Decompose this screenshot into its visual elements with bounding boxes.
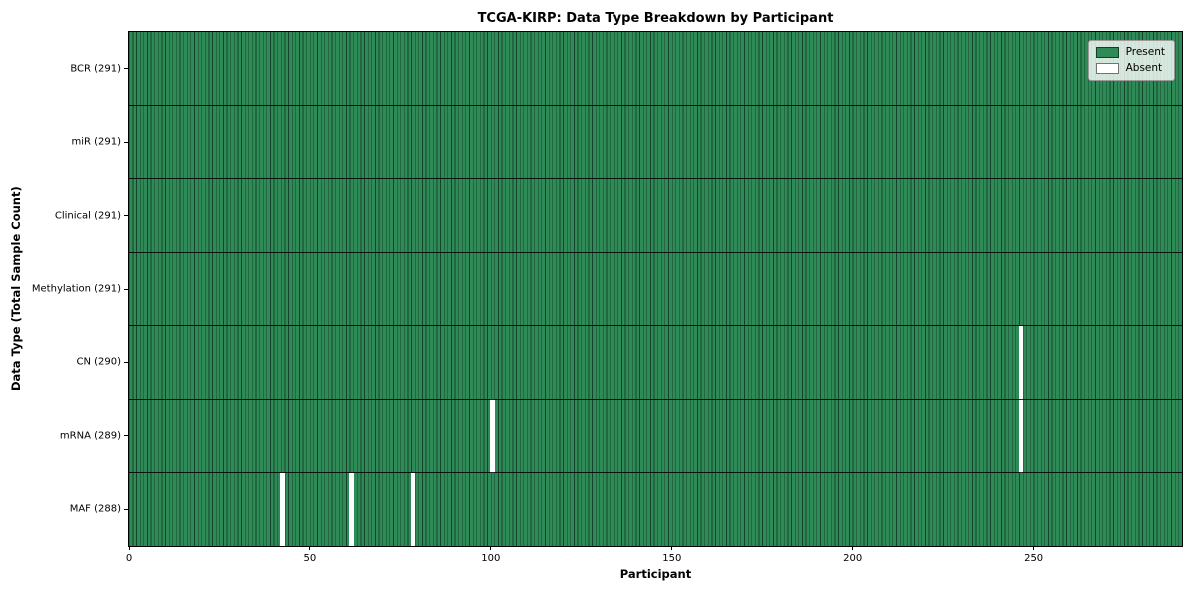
y-tick-mark: [124, 288, 128, 290]
y-tick-mark: [124, 68, 128, 70]
row-divider: [129, 325, 1182, 327]
y-axis-label: Data Type (Total Sample Count): [9, 186, 23, 392]
y-tick-mark: [124, 435, 128, 437]
absent-bar: [349, 472, 354, 546]
x-tick-label: 100: [481, 553, 501, 564]
x-tick-mark: [852, 546, 854, 550]
x-tick-mark: [128, 546, 130, 550]
x-tick-mark: [309, 546, 311, 550]
row-divider: [129, 472, 1182, 474]
absent-bar: [1018, 399, 1024, 473]
x-tick-label: 50: [303, 553, 317, 564]
chart-title: TCGA-KIRP: Data Type Breakdown by Partic…: [477, 11, 834, 26]
absent-bar: [280, 472, 286, 546]
absent-bar: [1018, 325, 1024, 400]
y-tick-label: Clinical (291): [54, 210, 121, 222]
x-axis-label: Participant: [619, 567, 692, 581]
legend-label-present: Present: [1125, 46, 1165, 59]
x-tick-label: 200: [843, 553, 863, 564]
row-divider: [129, 398, 1182, 400]
y-tick-label: Methylation (291): [31, 283, 121, 295]
absent-bar: [410, 472, 416, 546]
row-divider: [129, 251, 1182, 253]
x-tick-label: 0: [125, 553, 133, 564]
legend-item-absent: Absent: [1095, 62, 1165, 75]
y-tick-label: CN (290): [76, 356, 121, 368]
absent-bar: [490, 399, 495, 473]
absent-swatch-icon: [1095, 63, 1119, 74]
legend: Present Absent: [1087, 40, 1175, 81]
plot-area: Present Absent BCR (291) miR (291) Clinica…: [32, 31, 1183, 564]
x-tick-mark: [1033, 546, 1035, 550]
legend-label-absent: Absent: [1125, 62, 1163, 75]
row-divider: [129, 104, 1182, 106]
y-tick-mark: [124, 361, 128, 363]
y-tick-mark: [124, 508, 128, 510]
legend-item-present: Present: [1095, 46, 1165, 59]
y-tick-mark: [124, 215, 128, 217]
y-tick-mark: [124, 141, 128, 143]
y-tick-label: mRNA (289): [59, 430, 121, 442]
y-tick-label: MAF (288): [69, 503, 121, 515]
x-tick-label: 250: [1024, 553, 1044, 564]
y-tick-label: miR (291): [71, 136, 121, 148]
row-divider: [129, 178, 1182, 180]
y-tick-label: BCR (291): [70, 63, 121, 75]
x-tick-mark: [490, 546, 492, 550]
x-tick-mark: [671, 546, 673, 550]
x-tick-label: 150: [662, 553, 682, 564]
present-swatch-icon: [1095, 47, 1119, 58]
